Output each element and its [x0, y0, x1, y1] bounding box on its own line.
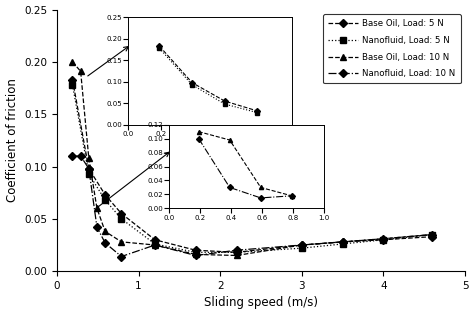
- Nanofluid, Load: 5 N: (1.7, 0.018): 5 N: (1.7, 0.018): [193, 250, 199, 254]
- Nanofluid, Load: 10 N: (4.6, 0.035): 10 N: (4.6, 0.035): [429, 233, 435, 237]
- Base Oil, Load: 5 N: (1.7, 0.02): 5 N: (1.7, 0.02): [193, 248, 199, 252]
- Nanofluid, Load: 10 N: (0.49, 0.042): 10 N: (0.49, 0.042): [94, 225, 100, 229]
- Nanofluid, Load: 10 N: (0.19, 0.11): 10 N: (0.19, 0.11): [70, 154, 75, 158]
- Nanofluid, Load: 5 N: (1.2, 0.026): 5 N: (1.2, 0.026): [152, 242, 158, 246]
- Nanofluid, Load: 5 N: (4, 0.03): 5 N: (4, 0.03): [381, 238, 386, 242]
- Base Oil, Load: 10 N: (0.49, 0.06): 10 N: (0.49, 0.06): [94, 207, 100, 210]
- Nanofluid, Load: 5 N: (3, 0.022): 5 N: (3, 0.022): [299, 246, 305, 250]
- Base Oil, Load: 10 N: (0.19, 0.2): 10 N: (0.19, 0.2): [70, 60, 75, 64]
- Base Oil, Load: 10 N: (4, 0.031): 10 N: (4, 0.031): [381, 237, 386, 241]
- Nanofluid, Load: 10 N: (1.2, 0.025): 10 N: (1.2, 0.025): [152, 243, 158, 247]
- Nanofluid, Load: 5 N: (2.2, 0.018): 5 N: (2.2, 0.018): [234, 250, 239, 254]
- Base Oil, Load: 10 N: (3.5, 0.028): 10 N: (3.5, 0.028): [340, 240, 346, 244]
- Base Oil, Load: 5 N: (0.59, 0.073): 5 N: (0.59, 0.073): [102, 193, 108, 197]
- Base Oil, Load: 5 N: (0.79, 0.055): 5 N: (0.79, 0.055): [118, 212, 124, 215]
- Line: Base Oil, Load: 5 N: Base Oil, Load: 5 N: [70, 77, 435, 255]
- Base Oil, Load: 10 N: (4.6, 0.035): 10 N: (4.6, 0.035): [429, 233, 435, 237]
- Nanofluid, Load: 5 N: (0.39, 0.093): 5 N: (0.39, 0.093): [86, 172, 91, 176]
- Nanofluid, Load: 10 N: (0.39, 0.098): 10 N: (0.39, 0.098): [86, 167, 91, 170]
- Nanofluid, Load: 5 N: (0.59, 0.068): 5 N: (0.59, 0.068): [102, 198, 108, 202]
- Nanofluid, Load: 10 N: (0.29, 0.11): 10 N: (0.29, 0.11): [78, 154, 83, 158]
- Nanofluid, Load: 10 N: (0.79, 0.014): 10 N: (0.79, 0.014): [118, 255, 124, 258]
- Nanofluid, Load: 10 N: (1.7, 0.015): 10 N: (1.7, 0.015): [193, 254, 199, 257]
- Nanofluid, Load: 5 N: (4.6, 0.035): 5 N: (4.6, 0.035): [429, 233, 435, 237]
- Base Oil, Load: 5 N: (0.39, 0.098): 5 N: (0.39, 0.098): [86, 167, 91, 170]
- X-axis label: Sliding speed (m/s): Sliding speed (m/s): [204, 296, 318, 309]
- Nanofluid, Load: 5 N: (0.19, 0.178): 5 N: (0.19, 0.178): [70, 83, 75, 87]
- Base Oil, Load: 5 N: (4.6, 0.033): 5 N: (4.6, 0.033): [429, 235, 435, 238]
- Base Oil, Load: 10 N: (0.29, 0.191): 10 N: (0.29, 0.191): [78, 69, 83, 73]
- Base Oil, Load: 5 N: (1.2, 0.03): 5 N: (1.2, 0.03): [152, 238, 158, 242]
- Nanofluid, Load: 10 N: (2.2, 0.02): 10 N: (2.2, 0.02): [234, 248, 239, 252]
- Base Oil, Load: 5 N: (0.19, 0.183): 5 N: (0.19, 0.183): [70, 78, 75, 82]
- Base Oil, Load: 10 N: (1.7, 0.016): 10 N: (1.7, 0.016): [193, 253, 199, 256]
- Base Oil, Load: 5 N: (2.2, 0.018): 5 N: (2.2, 0.018): [234, 250, 239, 254]
- Base Oil, Load: 10 N: (3, 0.025): 10 N: (3, 0.025): [299, 243, 305, 247]
- Line: Base Oil, Load: 10 N: Base Oil, Load: 10 N: [69, 58, 436, 259]
- Nanofluid, Load: 10 N: (4, 0.031): 10 N: (4, 0.031): [381, 237, 386, 241]
- Nanofluid, Load: 5 N: (3.5, 0.026): 5 N: (3.5, 0.026): [340, 242, 346, 246]
- Base Oil, Load: 10 N: (0.59, 0.038): 10 N: (0.59, 0.038): [102, 230, 108, 233]
- Nanofluid, Load: 10 N: (3, 0.025): 10 N: (3, 0.025): [299, 243, 305, 247]
- Nanofluid, Load: 10 N: (0.59, 0.027): 10 N: (0.59, 0.027): [102, 241, 108, 245]
- Nanofluid, Load: 5 N: (0.79, 0.05): 5 N: (0.79, 0.05): [118, 217, 124, 221]
- Base Oil, Load: 5 N: (3.5, 0.028): 5 N: (3.5, 0.028): [340, 240, 346, 244]
- Line: Nanofluid, Load: 10 N: Nanofluid, Load: 10 N: [70, 153, 435, 259]
- Base Oil, Load: 5 N: (3, 0.025): 5 N: (3, 0.025): [299, 243, 305, 247]
- Base Oil, Load: 10 N: (1.2, 0.025): 10 N: (1.2, 0.025): [152, 243, 158, 247]
- Nanofluid, Load: 10 N: (3.5, 0.028): 10 N: (3.5, 0.028): [340, 240, 346, 244]
- Legend: Base Oil, Load: 5 N, Nanofluid, Load: 5 N, Base Oil, Load: 10 N, Nanofluid, Load: Base Oil, Load: 5 N, Nanofluid, Load: 5 …: [323, 14, 461, 83]
- Base Oil, Load: 10 N: (0.79, 0.028): 10 N: (0.79, 0.028): [118, 240, 124, 244]
- Line: Nanofluid, Load: 5 N: Nanofluid, Load: 5 N: [70, 82, 435, 255]
- Base Oil, Load: 10 N: (0.39, 0.108): 10 N: (0.39, 0.108): [86, 156, 91, 160]
- Base Oil, Load: 10 N: (2.2, 0.015): 10 N: (2.2, 0.015): [234, 254, 239, 257]
- Base Oil, Load: 5 N: (4, 0.03): 5 N: (4, 0.03): [381, 238, 386, 242]
- Y-axis label: Coefficient of friction: Coefficient of friction: [6, 78, 18, 202]
